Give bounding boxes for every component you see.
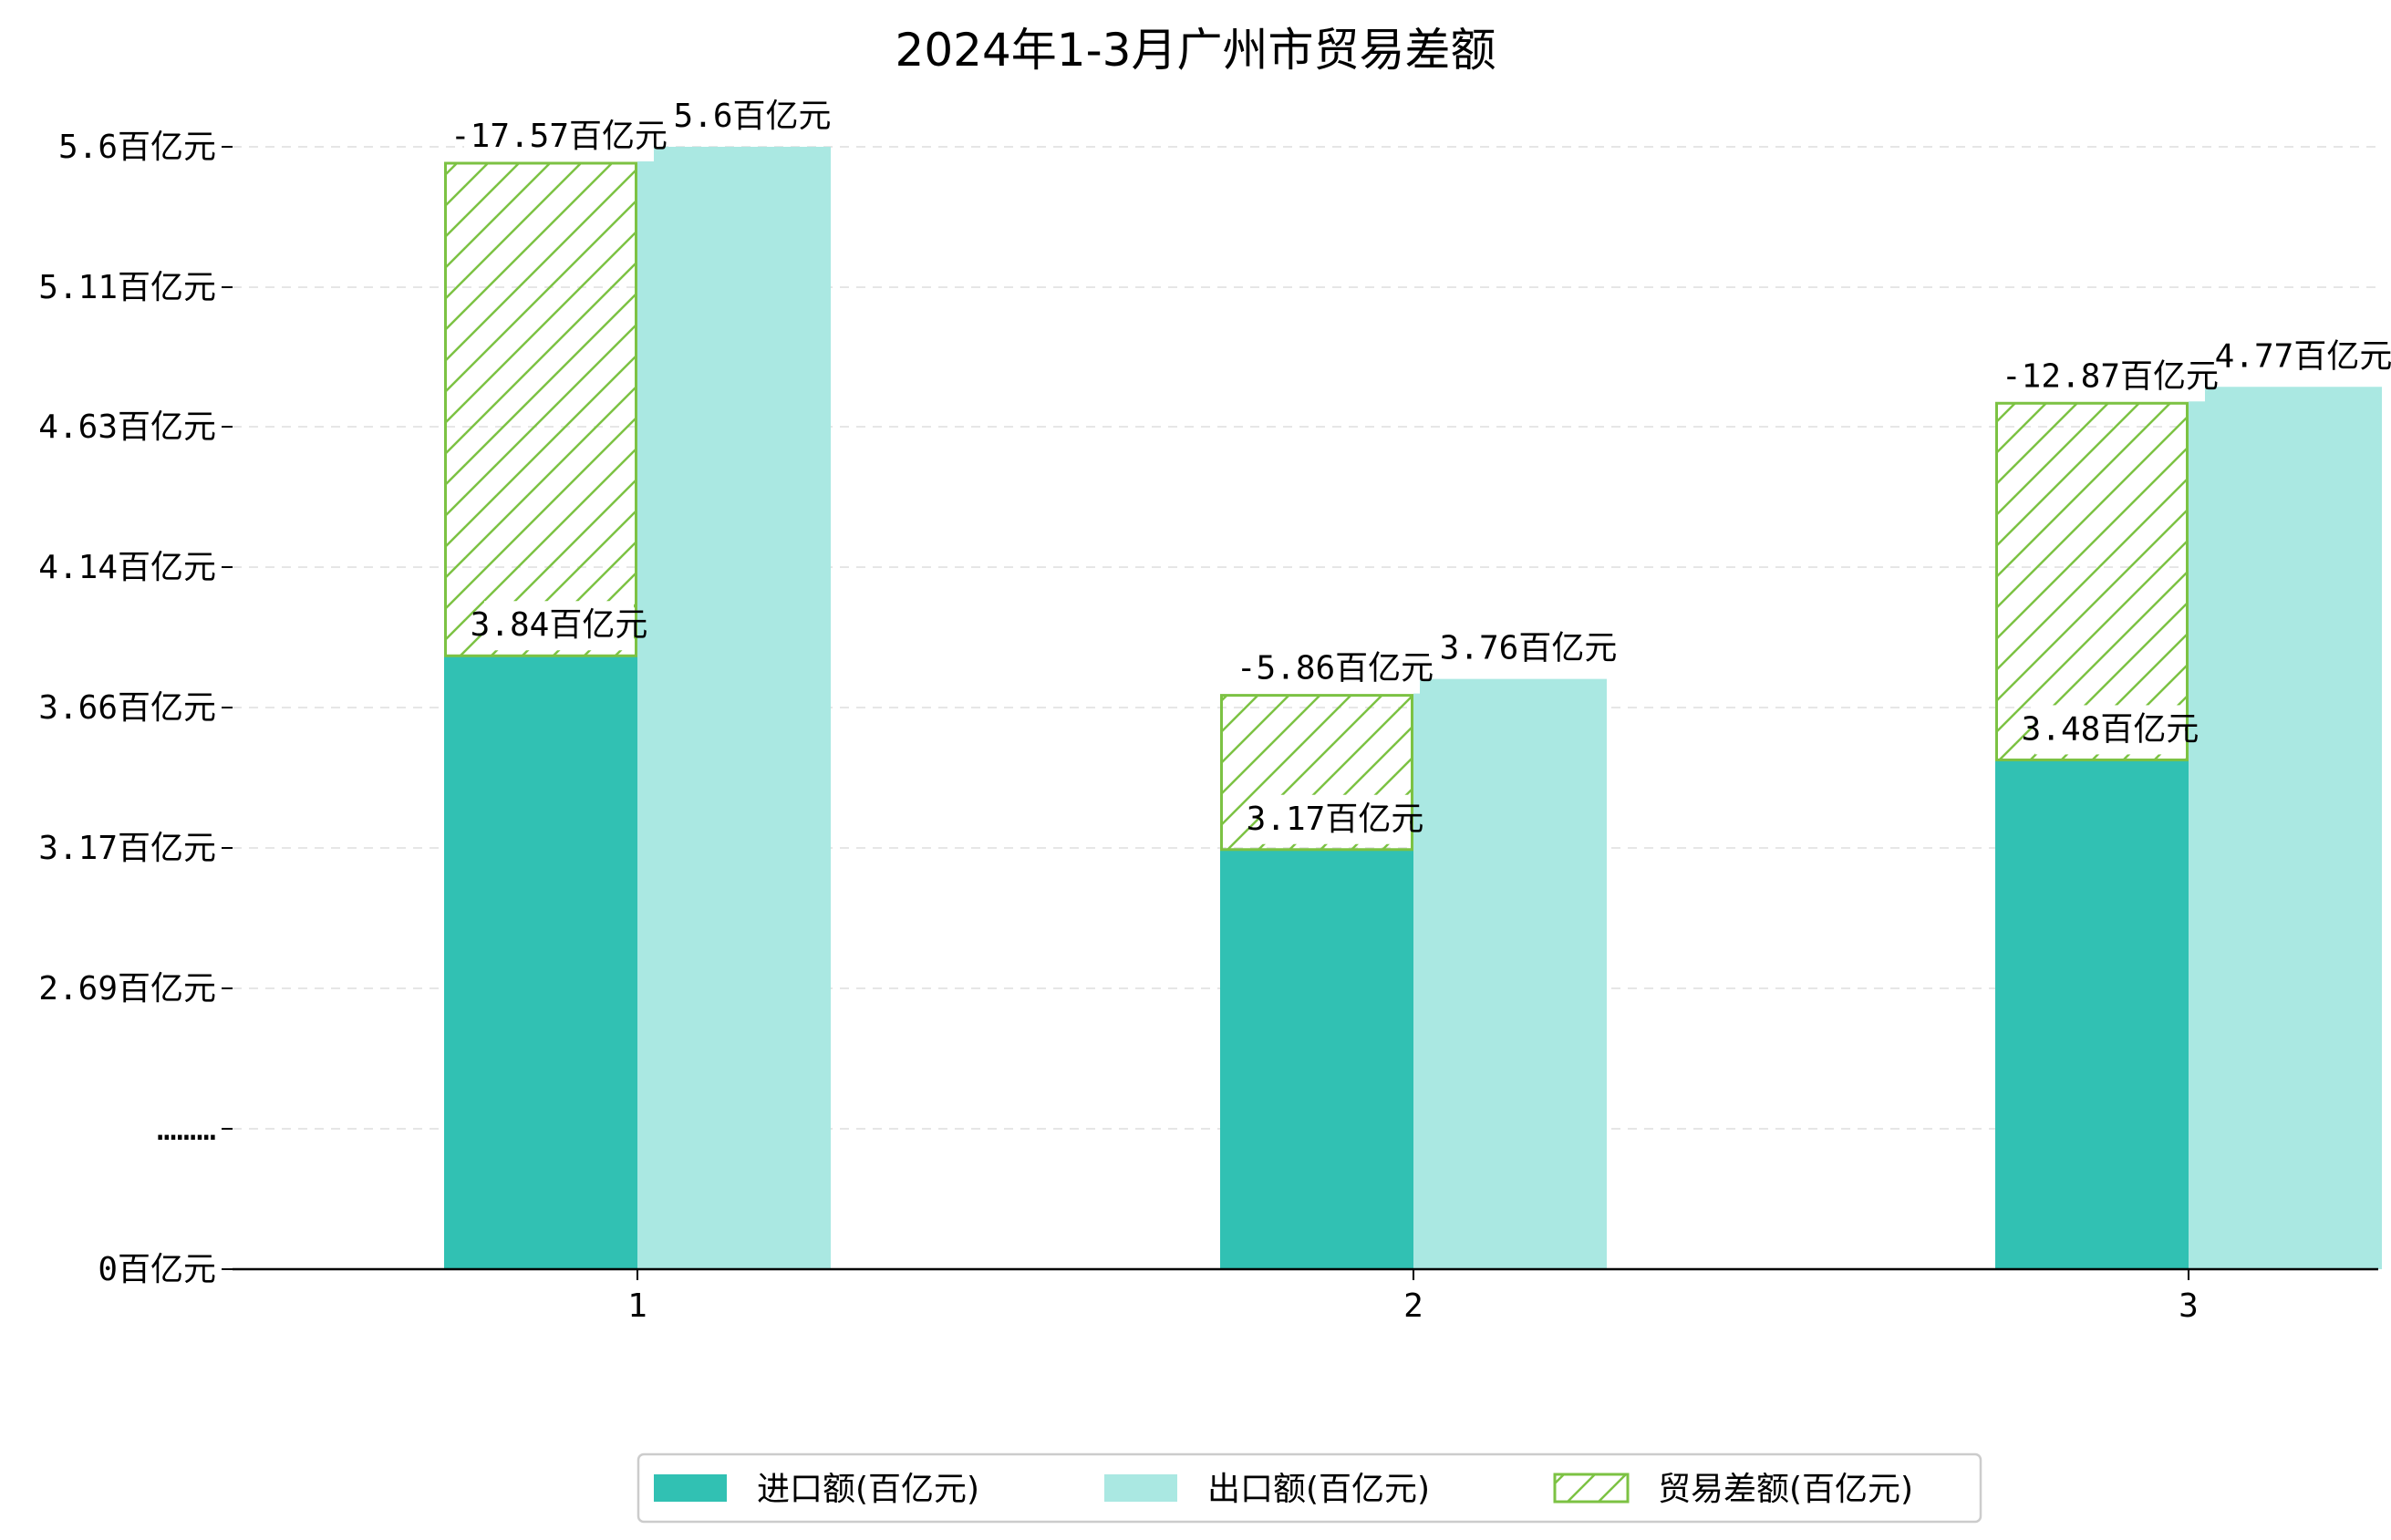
export-value-label-background xyxy=(1454,624,1603,674)
y-tick-label: 5.11百亿元 xyxy=(38,269,216,306)
trade-balance-bar xyxy=(1995,401,2189,761)
axes: 0百亿元 ……… 2.69百亿元 3.17百亿元 3.66百亿元 4.14百亿元 4.63百… xyxy=(38,129,2378,1325)
legend-import-swatch xyxy=(654,1474,727,1502)
x-tick-label: 2 xyxy=(1403,1287,1423,1325)
export-value-label: 5.6百亿元 xyxy=(673,98,831,135)
export-bar xyxy=(2189,387,2382,1269)
y-tick-label: 5.6百亿元 xyxy=(58,129,216,166)
legend-balance-swatch xyxy=(1553,1473,1630,1504)
trade-balance-label: -17.57百亿元 xyxy=(450,118,668,155)
y-tick-label: 3.17百亿元 xyxy=(38,830,216,867)
chart-title: 2024年1-3月广州市贸易差额 xyxy=(895,24,1496,77)
legend-frame xyxy=(637,1452,1982,1524)
x-tick-label: 1 xyxy=(627,1287,647,1325)
trade-balance-label: -5.86百亿元 xyxy=(1237,650,1434,687)
y-tick-label: 4.63百亿元 xyxy=(38,408,216,446)
export-value-label-background xyxy=(688,92,817,141)
import-value-label-background xyxy=(2035,705,2185,755)
y-tick-label: ……… xyxy=(157,1111,216,1148)
legend-export-label: 出口额(百亿元) xyxy=(1207,1471,1430,1508)
trade-balance-bar xyxy=(444,161,637,657)
import-value-label: 3.48百亿元 xyxy=(2022,710,2200,748)
import-value-label: 3.84百亿元 xyxy=(471,606,648,644)
export-bar xyxy=(637,147,831,1269)
export-value-label: 4.77百亿元 xyxy=(2215,337,2391,375)
export-value-label-background xyxy=(2229,332,2378,382)
import-value-label-background xyxy=(484,601,634,651)
y-tick-label: 4.14百亿元 xyxy=(38,549,216,586)
y-tick-label: 0百亿元 xyxy=(98,1251,216,1288)
export-bar xyxy=(1413,678,1607,1269)
trade-balance-label-background xyxy=(1250,644,1420,694)
import-bar xyxy=(444,656,637,1269)
import-bar xyxy=(1995,760,2189,1269)
trade-balance-label: -12.87百亿元 xyxy=(2002,357,2219,395)
import-value-label: 3.17百亿元 xyxy=(1247,801,1424,838)
bars xyxy=(444,147,2382,1269)
export-value-label: 3.76百亿元 xyxy=(1440,630,1618,667)
legend-export-swatch xyxy=(1104,1474,1177,1502)
legend-balance-label: 贸易差额(百亿元) xyxy=(1658,1471,1913,1508)
import-value-label-background xyxy=(1260,794,1410,844)
legend-import-label: 进口额(百亿元) xyxy=(757,1471,979,1508)
legend: 进口额(百亿元) 出口额(百亿元) 贸易差额(百亿元) xyxy=(637,1452,1982,1524)
y-tick-label: 3.66百亿元 xyxy=(38,689,216,727)
x-tick-label: 3 xyxy=(2179,1287,2199,1325)
import-bar xyxy=(1220,849,1413,1269)
y-tick-label: 2.69百亿元 xyxy=(38,970,216,1008)
trade-balance-label-background xyxy=(464,112,654,161)
trade-balance-label-background xyxy=(2015,352,2205,402)
